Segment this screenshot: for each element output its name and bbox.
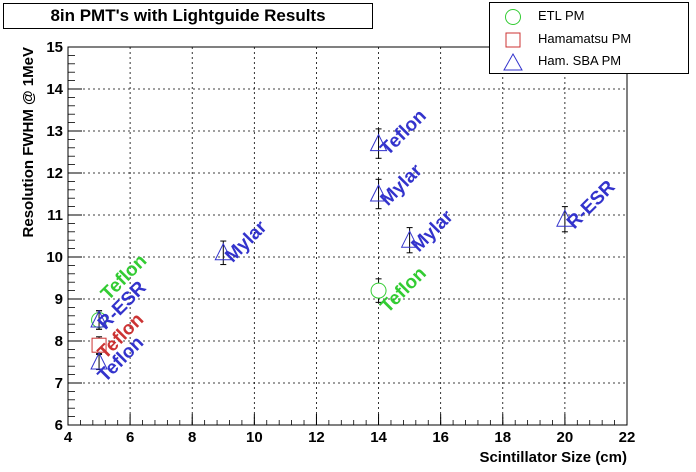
point-annotation: Mylar <box>408 206 458 256</box>
data-point-triangle <box>369 183 388 202</box>
data-point-triangle <box>369 133 388 152</box>
y-tick-label: 13 <box>46 123 63 140</box>
point-annotation: R-ESR <box>563 176 620 233</box>
y-tick-label: 6 <box>55 417 63 434</box>
data-point-circle <box>370 282 387 299</box>
data-point-triangle <box>556 209 574 227</box>
legend-circle-marker <box>505 9 521 25</box>
axis-ticks <box>67 46 628 426</box>
data-point-triangle <box>90 309 108 328</box>
legend-label-sba: Ham. SBA PM <box>538 53 622 68</box>
point-annotations: TeflonR-ESRTeflonTeflonMylarTeflonMylarT… <box>94 106 620 387</box>
legend-triangle-marker <box>503 52 523 71</box>
x-tick-label: 14 <box>370 429 387 446</box>
x-axis-label: Scintillator Size (cm) <box>479 449 627 466</box>
y-tick-label: 9 <box>55 291 63 308</box>
y-tick-label: 10 <box>46 249 63 266</box>
legend-square-marker <box>505 32 521 48</box>
y-tick-label: 8 <box>55 333 63 350</box>
point-annotation: Mylar <box>377 160 427 210</box>
data-point-triangle <box>90 351 108 370</box>
x-tick-label: 16 <box>432 429 449 446</box>
x-tick-label: 18 <box>494 429 511 446</box>
x-tick-label: 12 <box>308 429 325 446</box>
plot-frame <box>67 46 628 426</box>
point-annotation: Teflon <box>377 106 431 160</box>
x-tick-label: 6 <box>126 429 134 446</box>
y-tick-label: 7 <box>55 375 63 392</box>
y-axis-label: Resolution FWHM @ 1MeV <box>20 47 37 237</box>
y-tick-label: 14 <box>46 81 63 98</box>
data-points <box>90 128 574 371</box>
legend-label-hamamatsu: Hamamatsu PM <box>538 31 632 46</box>
legend-entry-hamamatsu: Hamamatsu PM <box>490 28 688 50</box>
point-annotation: Mylar <box>221 216 271 266</box>
data-point-triangle <box>214 242 233 261</box>
x-tick-label: 10 <box>246 429 263 446</box>
y-tick-label: 12 <box>46 165 63 182</box>
x-tick-label: 8 <box>188 429 196 446</box>
x-tick-label: 4 <box>64 429 73 446</box>
y-tick-label: 15 <box>46 39 63 56</box>
chart-title: 8in PMT's with Lightguide Results <box>3 3 373 29</box>
grid-lines <box>68 47 627 425</box>
x-tick-label: 20 <box>557 429 574 446</box>
y-tick-label: 11 <box>47 207 63 224</box>
legend-label-etl: ETL PM <box>538 8 585 23</box>
legend-entry-sba: Ham. SBA PM <box>490 50 688 72</box>
x-tick-label: 22 <box>619 429 636 446</box>
legend: ETL PM Hamamatsu PM Ham. SBA PM <box>489 2 689 74</box>
data-point-triangle <box>400 230 419 248</box>
legend-entry-etl: ETL PM <box>490 5 688 27</box>
